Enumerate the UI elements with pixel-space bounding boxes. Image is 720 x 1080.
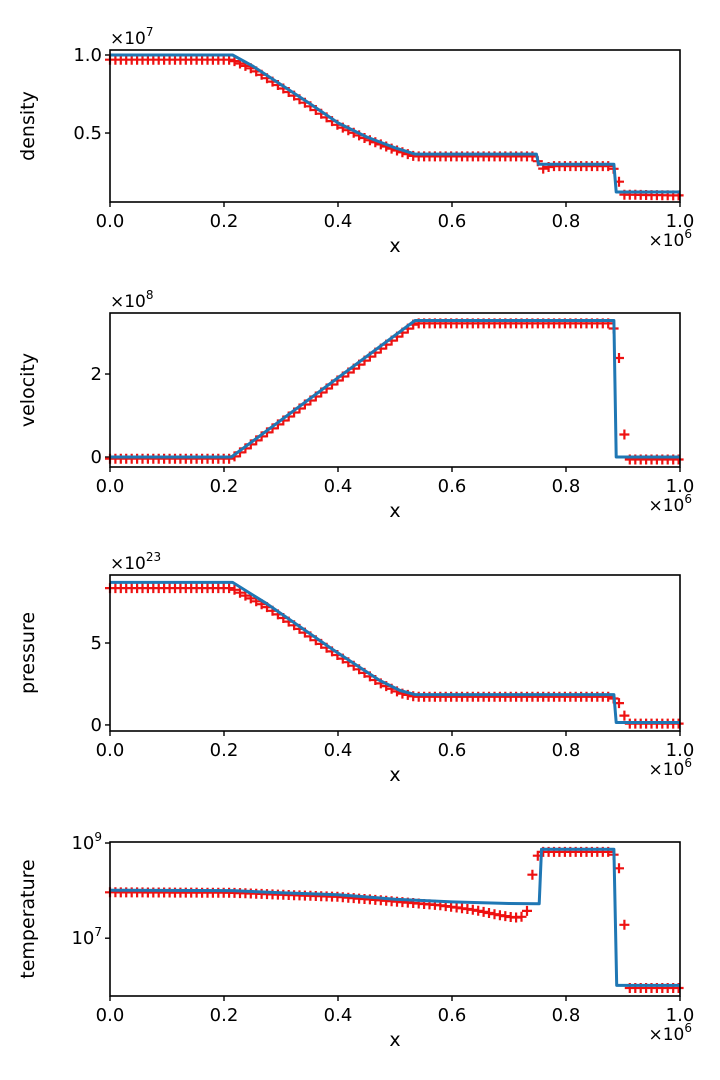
x-axis-label: x — [389, 500, 400, 522]
x-tick-label: 0.4 — [324, 740, 353, 761]
y-axis-label: velocity — [17, 353, 39, 427]
x-offset-label: ×106 — [648, 756, 692, 780]
x-tick-label: 0.2 — [210, 1005, 239, 1026]
axes-frame — [109, 312, 681, 468]
x-tick-label: 1.0 — [666, 740, 695, 761]
x-tick-label: 0.0 — [96, 740, 125, 761]
y-tick-label: 107 — [71, 925, 102, 949]
x-tick-label: 1.0 — [666, 211, 695, 232]
x-offset-label: ×106 — [648, 227, 692, 251]
axes-frame — [109, 574, 681, 732]
y-offset-label: ×108 — [110, 288, 154, 312]
density-solution-line — [110, 53, 680, 194]
x-tick-label: 0.0 — [96, 1005, 125, 1026]
temperature-subplot: 0.0 0.2 0.4 0.6 0.8 1.0 109 107 ×106 x temperature — [17, 830, 695, 1051]
x-axis-label: x — [389, 764, 400, 786]
x-tick-label: 0.8 — [552, 740, 581, 761]
x-axis-label: x — [389, 1029, 400, 1051]
y-tick-label: 0 — [91, 715, 102, 736]
x-offset-label: ×106 — [648, 1021, 692, 1045]
y-axis-label: density — [17, 91, 39, 161]
x-tick-label: 0.8 — [552, 1005, 581, 1026]
x-tick-label: 0.0 — [96, 476, 125, 497]
y-tick-label: 5 — [91, 633, 102, 654]
x-tick-label: 0.4 — [324, 1005, 353, 1026]
plot-area — [110, 50, 680, 202]
x-axis-label: x — [389, 235, 400, 257]
velocity-subplot: 0.0 0.2 0.4 0.6 0.8 1.0 2 0 ×108 ×106 x velocity — [17, 288, 695, 522]
plot-area — [110, 313, 680, 467]
axes-frame — [109, 49, 681, 203]
plot-area — [110, 575, 680, 731]
pressure-subplot: 0.0 0.2 0.4 0.6 0.8 1.0 5 0 ×1023 ×106 x pressure — [17, 550, 695, 786]
velocity-solution-line — [110, 319, 680, 459]
x-tick-label: 0.8 — [552, 211, 581, 232]
x-tick-label: 1.0 — [666, 476, 695, 497]
x-tick-label: 0.2 — [210, 476, 239, 497]
y-tick-label: 1.0 — [73, 45, 102, 66]
x-offset-label: ×106 — [648, 492, 692, 516]
x-tick-label: 1.0 — [666, 1005, 695, 1026]
y-offset-label: ×107 — [110, 25, 154, 49]
y-tick-label: 0.5 — [73, 123, 102, 144]
x-tick-label: 0.6 — [438, 211, 467, 232]
x-tick-label: 0.0 — [96, 211, 125, 232]
y-offset-label: ×1023 — [110, 550, 161, 574]
y-tick-label: 0 — [91, 447, 102, 468]
plot-area — [110, 842, 680, 996]
y-tick-label: 109 — [71, 830, 102, 854]
density-subplot: 0.0 0.2 0.4 0.6 0.8 1.0 1.0 0.5 ×107 ×106 x density — [17, 25, 695, 257]
y-axis-label: temperature — [17, 859, 39, 978]
axes-frame — [109, 841, 681, 997]
x-tick-label: 0.6 — [438, 1005, 467, 1026]
pressure-solution-line — [110, 580, 680, 724]
temperature-solution-line — [109, 847, 680, 987]
x-tick-label: 0.2 — [210, 740, 239, 761]
x-tick-label: 0.6 — [438, 740, 467, 761]
x-tick-label: 0.2 — [210, 211, 239, 232]
x-tick-label: 0.8 — [552, 476, 581, 497]
x-tick-label: 0.4 — [324, 476, 353, 497]
y-axis-label: pressure — [17, 612, 39, 694]
x-tick-label: 0.6 — [438, 476, 467, 497]
y-tick-label: 2 — [91, 364, 102, 385]
x-tick-label: 0.4 — [324, 211, 353, 232]
